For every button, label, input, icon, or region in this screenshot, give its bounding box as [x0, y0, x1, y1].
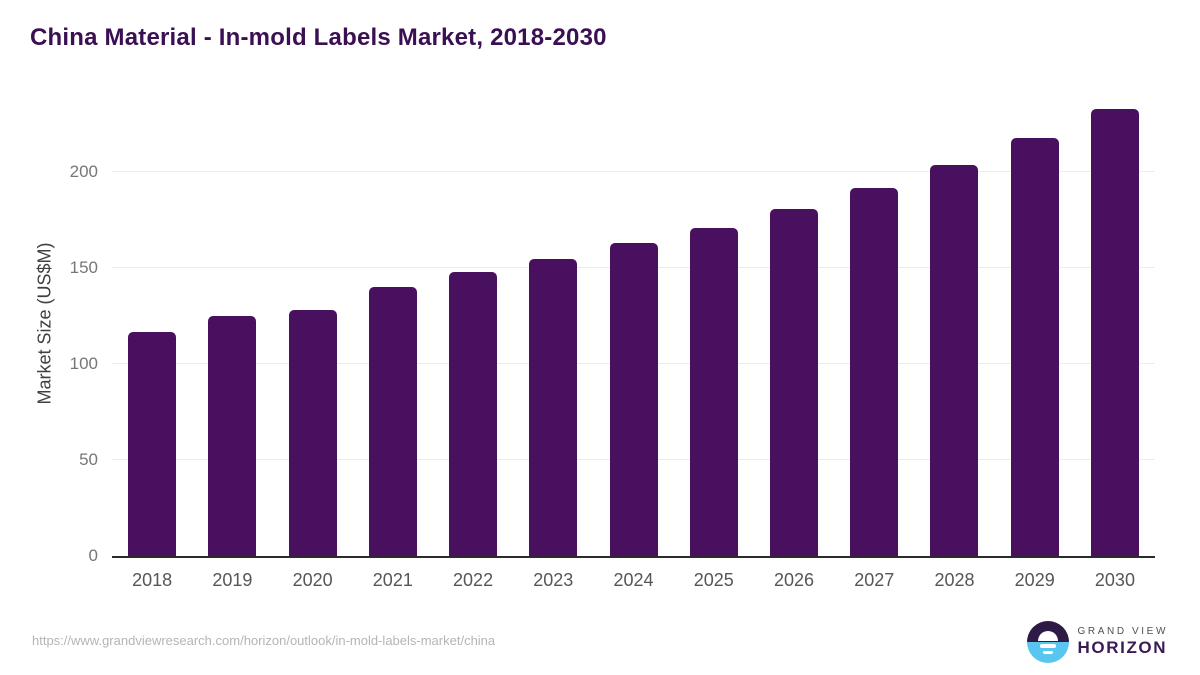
bar-column-2021 — [353, 88, 433, 556]
bar-column-2026 — [754, 88, 834, 556]
y-tick-50: 50 — [79, 450, 98, 470]
bar-column-2024 — [593, 88, 673, 556]
x-label-2024: 2024 — [613, 570, 654, 590]
x-label-2023: 2023 — [533, 570, 574, 590]
bar-2021[interactable] — [368, 287, 417, 556]
x-label-2030: 2030 — [1094, 570, 1135, 590]
gridline-200 — [112, 171, 1155, 173]
y-tick-100: 100 — [69, 354, 98, 374]
y-tick-0: 0 — [88, 546, 98, 565]
bar-2022[interactable] — [449, 272, 498, 556]
y-axis-title: Market Size (US$M) — [34, 241, 55, 405]
x-label-2018: 2018 — [132, 570, 173, 590]
y-tick-150: 150 — [69, 258, 98, 278]
bar-2026[interactable] — [769, 208, 818, 556]
plot-area: 0 50 100 150 200 — [70, 88, 1155, 565]
bar-2018[interactable] — [128, 331, 177, 556]
bar-series — [112, 88, 1155, 556]
bar-column-2025 — [674, 88, 754, 556]
bar-column-2029 — [995, 88, 1075, 556]
bar-2019[interactable] — [208, 316, 257, 556]
bar-2025[interactable] — [689, 227, 738, 556]
bar-column-2030 — [1075, 88, 1155, 556]
grandview-horizon-logo: GRAND VIEW HORIZON — [1026, 621, 1168, 663]
bar-2027[interactable] — [850, 187, 899, 556]
x-label-2026: 2026 — [773, 570, 815, 590]
bar-2028[interactable] — [930, 164, 979, 556]
x-label-2025: 2025 — [693, 570, 734, 590]
bar-column-2028 — [914, 88, 994, 556]
x-label-2021: 2021 — [372, 570, 413, 590]
x-label-2027: 2027 — [854, 570, 895, 590]
chart-title: China Material - In-mold Labels Market, … — [30, 24, 607, 51]
bar-2020[interactable] — [288, 310, 337, 556]
bar-column-2020 — [272, 88, 352, 556]
bar-2030[interactable] — [1090, 109, 1139, 556]
logo-text-horizon: HORIZON — [1077, 637, 1168, 657]
x-axis-labels: 2018 2019 2020 2021 2022 2023 2024 2025 2026 2027… — [112, 570, 1155, 591]
x-label-2019: 2019 — [212, 570, 253, 590]
y-tick-200: 200 — [69, 162, 98, 182]
x-label-2029: 2029 — [1014, 570, 1055, 590]
source-url: https://www.grandviewresearch.com/horizo… — [32, 633, 496, 648]
logo-text-grand-view: GRAND VIEW — [1077, 626, 1168, 638]
x-label-2020: 2020 — [292, 570, 333, 590]
horizon-sun-icon — [1026, 621, 1069, 663]
bar-column-2018 — [112, 88, 192, 556]
bar-2029[interactable] — [1010, 137, 1059, 556]
bar-column-2022 — [433, 88, 513, 556]
bar-column-2019 — [192, 88, 272, 556]
bar-2024[interactable] — [609, 243, 658, 556]
bar-column-2023 — [513, 88, 593, 556]
bar-2023[interactable] — [529, 258, 578, 556]
x-label-2028: 2028 — [934, 570, 975, 590]
x-label-2022: 2022 — [453, 570, 494, 590]
bar-column-2027 — [834, 88, 914, 556]
